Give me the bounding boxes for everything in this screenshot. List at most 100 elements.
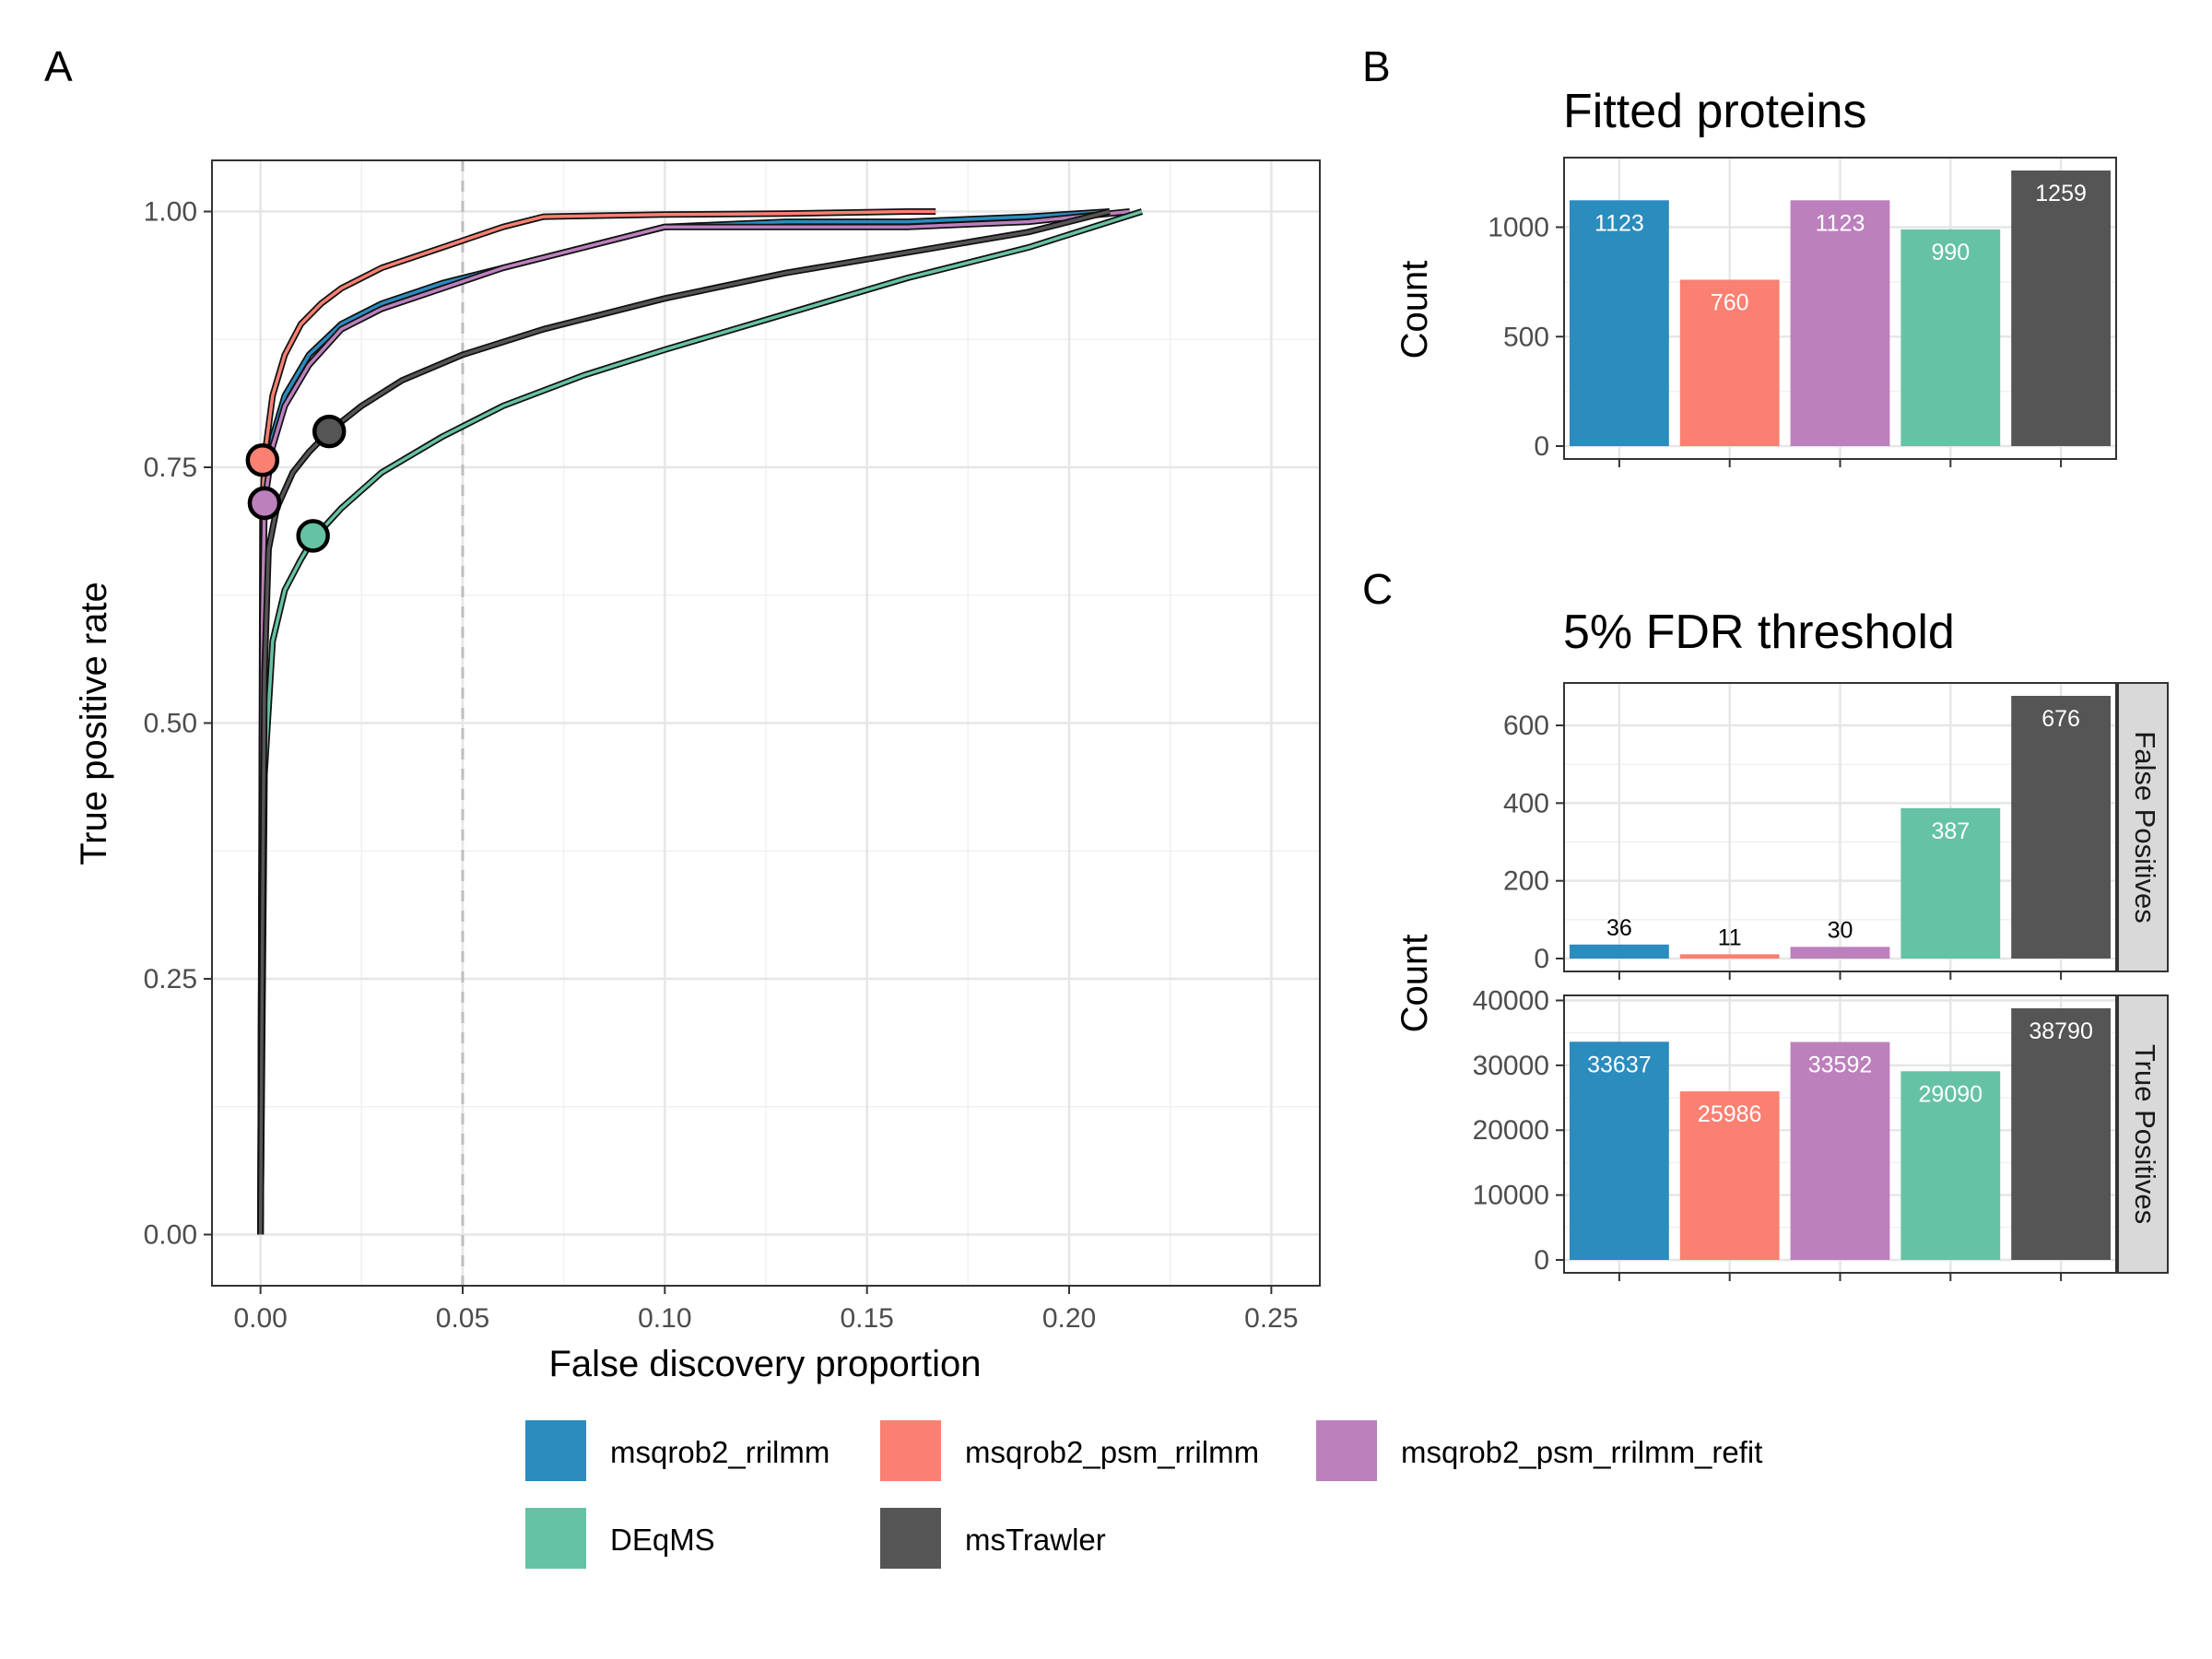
true-positives-bar-msqrob2-rrilmm xyxy=(1569,1041,1669,1260)
panel-a-x-tick-label: 0.15 xyxy=(840,1303,893,1334)
false-positives-bar-label: 11 xyxy=(1718,924,1742,950)
facet-frame xyxy=(1563,682,2117,972)
panel-b-fitted-proteins-chart: Fitted proteins 1123 760 1123 990 1259 0 500 1… xyxy=(1394,85,2117,467)
legend-swatch-msqrob2-psm-rrilmm-refit xyxy=(1316,1420,1377,1481)
true-positives-y-tick-label: 30000 xyxy=(1473,1051,1549,1081)
true-positives-bar-msqrob2-psm-rrilmm-refit xyxy=(1790,1041,1890,1260)
panel-c-y-axis-title: Count xyxy=(1394,935,1435,1033)
series-line-mstrawler xyxy=(258,209,1111,1235)
fitted-proteins-bar-msqrob2-psm-rrilmm xyxy=(1679,279,1780,446)
panel-letter-c: C xyxy=(1362,565,1393,613)
false-positives-bar-label: 676 xyxy=(2041,706,2080,732)
panel-a-x-tick-label: 0.20 xyxy=(1042,1303,1096,1334)
legend-swatch-msqrob2-rrilmm xyxy=(525,1420,586,1481)
false-positives-bar-msqrob2-rrilmm xyxy=(1569,944,1669,959)
series-line-deqms xyxy=(258,209,1143,1235)
facet-y-axis: 0 200 400 600 xyxy=(1503,711,2063,980)
panel-c-facets: 36 11 30 387 676 0 200 400 600 False Positives 336… xyxy=(1473,682,2169,1281)
facet-bar-labels: 36 11 30 387 676 xyxy=(1606,706,2080,950)
panel-b-bar-labels: 1123 760 1123 990 1259 xyxy=(1594,181,2087,316)
true-positives-bar-deqms xyxy=(1900,1071,2001,1260)
panel-a-y-tick-label: 0.50 xyxy=(144,709,197,739)
false-positives-y-tick-label: 400 xyxy=(1503,788,1549,818)
legend-label-msqrob2-psm-rrilmm: msqrob2_psm_rrilmm xyxy=(965,1435,1259,1469)
panel-a-y-axis: 0.00 0.25 0.50 0.75 1.00 xyxy=(144,197,212,1251)
legend-swatch-msqrob2-psm-rrilmm xyxy=(880,1420,941,1481)
panel-a-x-tick-label: 0.25 xyxy=(1244,1303,1298,1334)
threshold-point-mstrawler xyxy=(312,414,347,449)
facet-bars xyxy=(1569,696,2112,959)
panel-a-y-tick-label: 0.00 xyxy=(144,1220,197,1251)
fitted-proteins-bar-mstrawler xyxy=(2011,171,2112,446)
threshold-point-msqrob2-psm-rrilmm xyxy=(245,442,280,477)
false-positives-y-tick-label: 600 xyxy=(1503,711,1549,741)
legend-label-msqrob2-psm-rrilmm-refit: msqrob2_psm_rrilmm_refit xyxy=(1401,1435,1762,1469)
panel-a-x-axis: 0.00 0.05 0.10 0.15 0.20 0.25 xyxy=(233,1286,1299,1334)
true-positives-bar-mstrawler xyxy=(2011,1008,2112,1260)
threshold-point-msqrob2-psm-rrilmm-refit xyxy=(247,486,282,521)
false-positives-bar-label: 387 xyxy=(1931,818,1970,844)
true-positives-y-tick-label: 0 xyxy=(1534,1245,1549,1276)
panel-c-title: 5% FDR threshold xyxy=(1563,606,1955,659)
facet-bars xyxy=(1569,1008,2112,1260)
true-positives-bar-label: 38790 xyxy=(2029,1018,2093,1044)
threshold-point-deqms xyxy=(296,519,330,553)
fitted-proteins-bar-label: 1123 xyxy=(1594,210,1644,236)
true-positives-y-tick-label: 10000 xyxy=(1473,1181,1549,1211)
facet-strip-label: False Positives xyxy=(2129,731,2161,923)
fitted-proteins-bar-msqrob2-psm-rrilmm-refit xyxy=(1790,200,1890,446)
true-positives-bar-label: 25986 xyxy=(1698,1101,1762,1127)
panel-a-x-tick-label: 0.00 xyxy=(233,1303,287,1334)
panel-a-y-axis-title: True positive rate xyxy=(74,582,114,865)
fitted-proteins-bar-label: 1123 xyxy=(1816,210,1865,236)
facet-strip xyxy=(2117,682,2169,972)
panel-b-y-axis: 0 500 1000 xyxy=(1488,213,2063,467)
false-positives-y-tick-label: 200 xyxy=(1503,866,1549,897)
panel-letter-a: A xyxy=(44,42,73,90)
false-positives-bar-msqrob2-psm-rrilmm-refit xyxy=(1790,947,1890,959)
fitted-proteins-bar-label: 760 xyxy=(1711,290,1749,316)
true-positives-y-tick-label: 40000 xyxy=(1473,985,1549,1016)
false-positives-bar-label: 36 xyxy=(1606,915,1632,941)
facet-true-positives: 33637 25986 33592 29090 38790 0 10000 20000 3000… xyxy=(1473,985,2169,1281)
panel-a-y-tick-label: 0.75 xyxy=(144,453,197,483)
panel-c-fdr-threshold-chart: 5% FDR threshold 36 11 30 387 676 0 200 400 600 F… xyxy=(1394,606,2169,1281)
panel-b-bars xyxy=(1569,171,2112,446)
legend-label-deqms: DEqMS xyxy=(610,1523,715,1557)
panel-a-threshold-points xyxy=(245,414,347,553)
series-line-msqrob2-psm-rrilmm xyxy=(258,209,936,1235)
fitted-proteins-bar-deqms xyxy=(1900,229,2001,446)
true-positives-bar-label: 33592 xyxy=(1808,1053,1873,1078)
legend-swatch-mstrawler xyxy=(880,1508,941,1569)
facet-strip-label: True Positives xyxy=(2129,1044,2161,1224)
true-positives-bar-label: 33637 xyxy=(1587,1052,1652,1077)
fitted-proteins-y-tick-label: 1000 xyxy=(1488,213,1549,243)
true-positives-bar-label: 29090 xyxy=(1919,1081,1983,1107)
panel-a-x-tick-label: 0.10 xyxy=(638,1303,691,1334)
panel-a-y-tick-label: 1.00 xyxy=(144,197,197,228)
false-positives-bar-label: 30 xyxy=(1828,917,1853,943)
facet-frame xyxy=(1563,994,2117,1274)
fitted-proteins-y-tick-label: 500 xyxy=(1503,322,1549,352)
panel-b-y-axis-title: Count xyxy=(1394,261,1435,359)
panel-a-y-tick-label: 0.25 xyxy=(144,964,197,994)
false-positives-y-tick-label: 0 xyxy=(1534,944,1549,974)
false-positives-bar-deqms xyxy=(1900,807,2001,959)
fitted-proteins-bar-msqrob2-rrilmm xyxy=(1569,200,1669,446)
facet-bar-labels: 33637 25986 33592 29090 38790 xyxy=(1587,1018,2093,1127)
legend-swatch-deqms xyxy=(525,1508,586,1569)
legend-label-msqrob2-rrilmm: msqrob2_rrilmm xyxy=(610,1435,830,1469)
facet-false-positives: 36 11 30 387 676 0 200 400 600 False Positives xyxy=(1503,682,2169,980)
fitted-proteins-y-tick-label: 0 xyxy=(1534,431,1549,462)
facet-y-axis: 0 10000 20000 30000 40000 xyxy=(1473,985,2063,1281)
legend-label-mstrawler: msTrawler xyxy=(965,1523,1106,1557)
panel-a-x-axis-title: False discovery proportion xyxy=(548,1344,981,1384)
fitted-proteins-bar-label: 1259 xyxy=(2035,181,2087,206)
panel-b-title: Fitted proteins xyxy=(1563,85,1867,138)
legend: msqrob2_rrilmm msqrob2_psm_rrilmm msqrob2_… xyxy=(525,1420,1762,1569)
true-positives-y-tick-label: 20000 xyxy=(1473,1115,1549,1146)
panel-letter-b: B xyxy=(1362,42,1391,90)
panel-a-roc-chart: 0.00 0.05 0.10 0.15 0.20 0.25 0.00 0.25 0.50 0.7… xyxy=(74,159,1321,1384)
panel-a-x-tick-label: 0.05 xyxy=(436,1303,489,1334)
